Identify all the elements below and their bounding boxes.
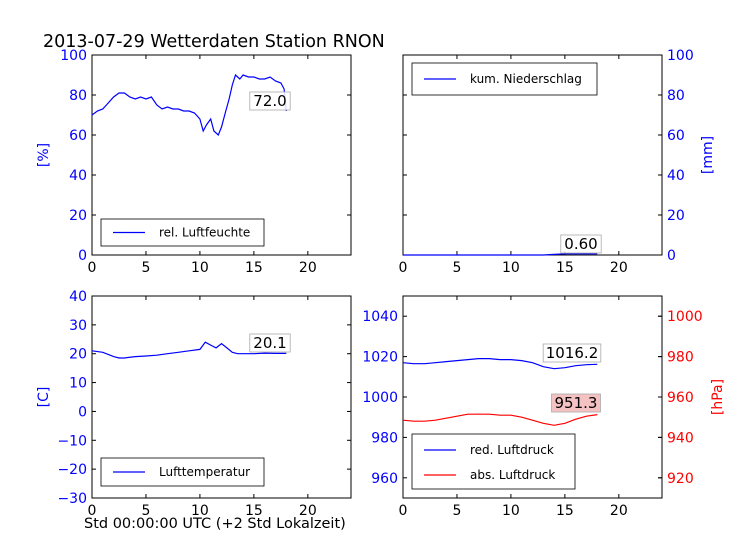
x-axis-label: Std 00:00:00 UTC (+2 Std Lokalzeit)	[84, 516, 346, 532]
x-tick-label: 0	[88, 503, 97, 519]
y-right-tick-label: 980	[667, 350, 694, 366]
x-tick-label: 10	[191, 503, 209, 519]
last-value-label: 20.1	[253, 334, 286, 352]
x-tick-label: 5	[452, 503, 461, 519]
x-tick-label: 0	[88, 260, 97, 276]
x-tick-label: 5	[141, 260, 150, 276]
subplot-temperature: 0 5 10 15 20 −30 −20 −10 0 10 20 30 40 [C] 20.1 Lufttem…	[36, 289, 352, 519]
legend: rel. Luftfeuchte	[100, 218, 265, 247]
x-tick-label: 10	[191, 260, 209, 276]
legend: red. Luftdruck abs. Luftdruck	[411, 433, 576, 490]
y-right-tick-label: 960	[667, 390, 694, 406]
x-tick-label: 5	[452, 260, 461, 276]
x-tick-label: 15	[556, 503, 574, 519]
y-tick-label: 0	[78, 404, 87, 420]
y-tick-label: 100	[667, 48, 694, 64]
x-tick-label: 10	[502, 260, 520, 276]
y-axis-label: [mm]	[700, 136, 716, 174]
y-tick-label: −30	[57, 491, 87, 507]
last-value-label-box	[249, 91, 291, 111]
legend-frame	[411, 433, 576, 490]
legend-entry: red. Luftdruck	[470, 443, 554, 457]
last-value-label: 1016.2	[546, 344, 599, 362]
x-tick-label: 20	[299, 503, 317, 519]
subplot-pressure: 0 5 10 15 20 960 980 1000 1020 1040 920 940 960 980 10…	[362, 295, 726, 519]
legend: Lufttemperatur	[100, 457, 265, 487]
y-tick-label: 20	[69, 347, 87, 363]
last-value-label-box	[249, 333, 291, 353]
plot-frame	[91, 295, 352, 499]
series-line	[402, 413, 598, 426]
last-value-label: 0.60	[564, 235, 597, 253]
series-line	[91, 73, 287, 137]
y-tick-label: 0	[667, 248, 676, 264]
y-tick-label: 60	[667, 128, 685, 144]
y-tick-label: −10	[57, 433, 87, 449]
y-tick-label: 20	[667, 208, 685, 224]
y-right-tick-label: 940	[667, 430, 694, 446]
y-axis-label: [C]	[36, 387, 52, 408]
x-tick-label: 20	[610, 260, 628, 276]
chart-title: 2013-07-29 Wetterdaten Station RNON	[43, 32, 385, 52]
y-tick-label: 40	[69, 289, 87, 305]
x-tick-label: 0	[399, 260, 408, 276]
x-tick-label: 15	[245, 260, 263, 276]
y-tick-label: 40	[667, 168, 685, 184]
y-tick-label: 980	[371, 430, 398, 446]
y-tick-label: 960	[371, 471, 398, 487]
last-value-label-box	[560, 234, 602, 254]
x-tick-label: 15	[556, 260, 574, 276]
x-tick-label: 20	[610, 503, 628, 519]
x-tick-label: 15	[245, 503, 263, 519]
last-value-label: 72.0	[253, 92, 286, 110]
y-tick-label: 1000	[362, 390, 398, 406]
plot-frame	[91, 54, 352, 256]
legend-entry: kum. Niederschlag	[470, 72, 582, 86]
last-value-label-right-box	[551, 393, 601, 413]
y-tick-label: 40	[69, 168, 87, 184]
legend-entry: rel. Luftfeuchte	[159, 226, 250, 240]
legend: kum. Niederschlag	[411, 62, 598, 96]
y-tick-label: 80	[667, 88, 685, 104]
y-tick-label: −20	[57, 462, 87, 478]
series-line	[403, 253, 598, 256]
y-tick-label: 100	[60, 48, 87, 64]
last-value-label-right: 951.3	[555, 394, 598, 412]
x-tick-label: 0	[399, 503, 408, 519]
y-tick-label: 0	[78, 248, 87, 264]
y-tick-label: 20	[69, 208, 87, 224]
series-line	[91, 341, 287, 359]
y-right-tick-label: 920	[667, 471, 694, 487]
y-right-tick-label: 1000	[667, 309, 703, 325]
y-right-axis-label: [hPa]	[710, 379, 726, 415]
y-tick-label: 1020	[362, 350, 398, 366]
x-tick-label: 20	[299, 260, 317, 276]
legend-entry: abs. Luftdruck	[470, 468, 555, 482]
series-line	[402, 358, 598, 370]
x-tick-label: 5	[141, 503, 150, 519]
y-tick-label: 80	[69, 88, 87, 104]
y-tick-label: 10	[69, 376, 87, 392]
y-axis-label: [%]	[36, 143, 52, 167]
subplot-humidity: 0 5 10 15 20 0 20 40 60 80 100 [%] 72.0 rel. Luftfeuc…	[36, 48, 352, 276]
subplot-precip: 0 5 10 15 20 0 20 40 60 80 100 [mm] 0.60 kum. Nieders…	[399, 48, 716, 276]
y-tick-label: 1040	[362, 309, 398, 325]
y-tick-label: 30	[69, 318, 87, 334]
last-value-label-box	[542, 343, 602, 363]
legend-entry: Lufttemperatur	[159, 465, 250, 479]
y-tick-label: 60	[69, 128, 87, 144]
x-tick-label: 10	[502, 503, 520, 519]
